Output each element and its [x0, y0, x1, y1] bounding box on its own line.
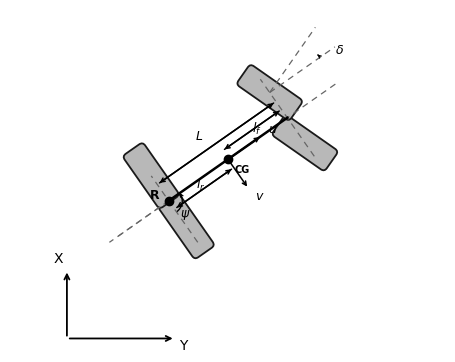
FancyBboxPatch shape: [237, 65, 301, 120]
Text: $\psi$: $\psi$: [179, 208, 190, 222]
FancyBboxPatch shape: [272, 115, 336, 170]
Text: Y: Y: [179, 339, 187, 353]
Text: X: X: [53, 252, 62, 266]
Text: $l_f$: $l_f$: [251, 121, 261, 136]
Text: CG: CG: [234, 165, 249, 175]
Text: $L$: $L$: [194, 130, 202, 143]
Text: $v$: $v$: [254, 190, 264, 203]
FancyBboxPatch shape: [159, 194, 213, 258]
Text: $l_r$: $l_r$: [196, 177, 206, 193]
Text: $\delta$: $\delta$: [334, 44, 343, 57]
Text: $u$: $u$: [268, 123, 277, 136]
Text: $\mathbf{R}$: $\mathbf{R}$: [148, 189, 160, 202]
FancyBboxPatch shape: [123, 143, 178, 208]
